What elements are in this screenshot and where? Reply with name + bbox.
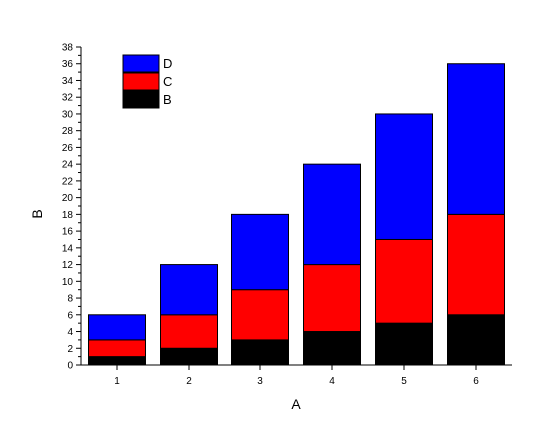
bar-segment-B-1 xyxy=(88,356,146,366)
x-tick-label-1: 1 xyxy=(114,376,120,387)
bar-segment-C-3 xyxy=(231,289,289,341)
x-tick-label-3: 3 xyxy=(257,376,263,387)
legend-label-D: D xyxy=(163,56,172,71)
y-tick-label-16: 16 xyxy=(62,227,74,238)
legend-swatch-D xyxy=(122,54,160,73)
y-tick-label-4: 4 xyxy=(67,327,73,338)
bar-segment-C-4 xyxy=(303,264,361,333)
bar-segment-D-2 xyxy=(160,264,218,316)
legend-swatch-C xyxy=(122,72,160,91)
y-tick-label-0: 0 xyxy=(67,361,73,372)
y-axis-title: B xyxy=(29,209,45,218)
y-tick-label-34: 34 xyxy=(62,76,74,87)
bar-segment-C-5 xyxy=(375,238,433,324)
bars-group xyxy=(88,63,505,366)
y-tick-label-18: 18 xyxy=(62,210,74,221)
y-tick-label-24: 24 xyxy=(62,160,74,171)
y-tick-label-26: 26 xyxy=(62,143,74,154)
x-tick-label-2: 2 xyxy=(186,376,192,387)
y-tick-label-14: 14 xyxy=(62,243,74,254)
y-tick-label-20: 20 xyxy=(62,193,74,204)
bar-segment-B-4 xyxy=(303,331,361,366)
y-tick-label-10: 10 xyxy=(62,277,74,288)
y-tick-label-22: 22 xyxy=(62,176,74,187)
y-tick-label-30: 30 xyxy=(62,109,74,120)
bar-segment-B-3 xyxy=(231,339,289,366)
x-tick-label-6: 6 xyxy=(473,376,479,387)
y-tick-label-32: 32 xyxy=(62,93,74,104)
bar-segment-D-5 xyxy=(375,113,433,240)
legend: DCB xyxy=(122,54,172,109)
y-tick-label-38: 38 xyxy=(62,43,74,54)
legend-swatch-B xyxy=(122,90,160,109)
bar-segment-C-1 xyxy=(88,339,146,358)
bar-segment-B-5 xyxy=(375,322,433,366)
y-tick-label-8: 8 xyxy=(67,294,73,305)
legend-label-B: B xyxy=(163,92,172,107)
y-tick-label-2: 2 xyxy=(67,344,73,355)
bar-segment-B-2 xyxy=(160,347,218,366)
x-tick-label-5: 5 xyxy=(401,376,407,387)
y-tick-label-12: 12 xyxy=(62,260,74,271)
legend-label-C: C xyxy=(163,74,172,89)
x-tick-label-4: 4 xyxy=(329,376,335,387)
bar-segment-D-1 xyxy=(88,314,146,341)
bar-segment-D-6 xyxy=(447,63,505,215)
bar-segment-D-4 xyxy=(303,163,361,266)
y-tick-label-36: 36 xyxy=(62,59,74,70)
bar-segment-D-3 xyxy=(231,213,289,291)
bar-segment-C-2 xyxy=(160,314,218,349)
y-tick-label-28: 28 xyxy=(62,126,74,137)
bar-segment-C-6 xyxy=(447,213,505,316)
y-tick-label-6: 6 xyxy=(67,310,73,321)
x-axis-title: A xyxy=(291,396,301,412)
bar-segment-B-6 xyxy=(447,314,505,366)
